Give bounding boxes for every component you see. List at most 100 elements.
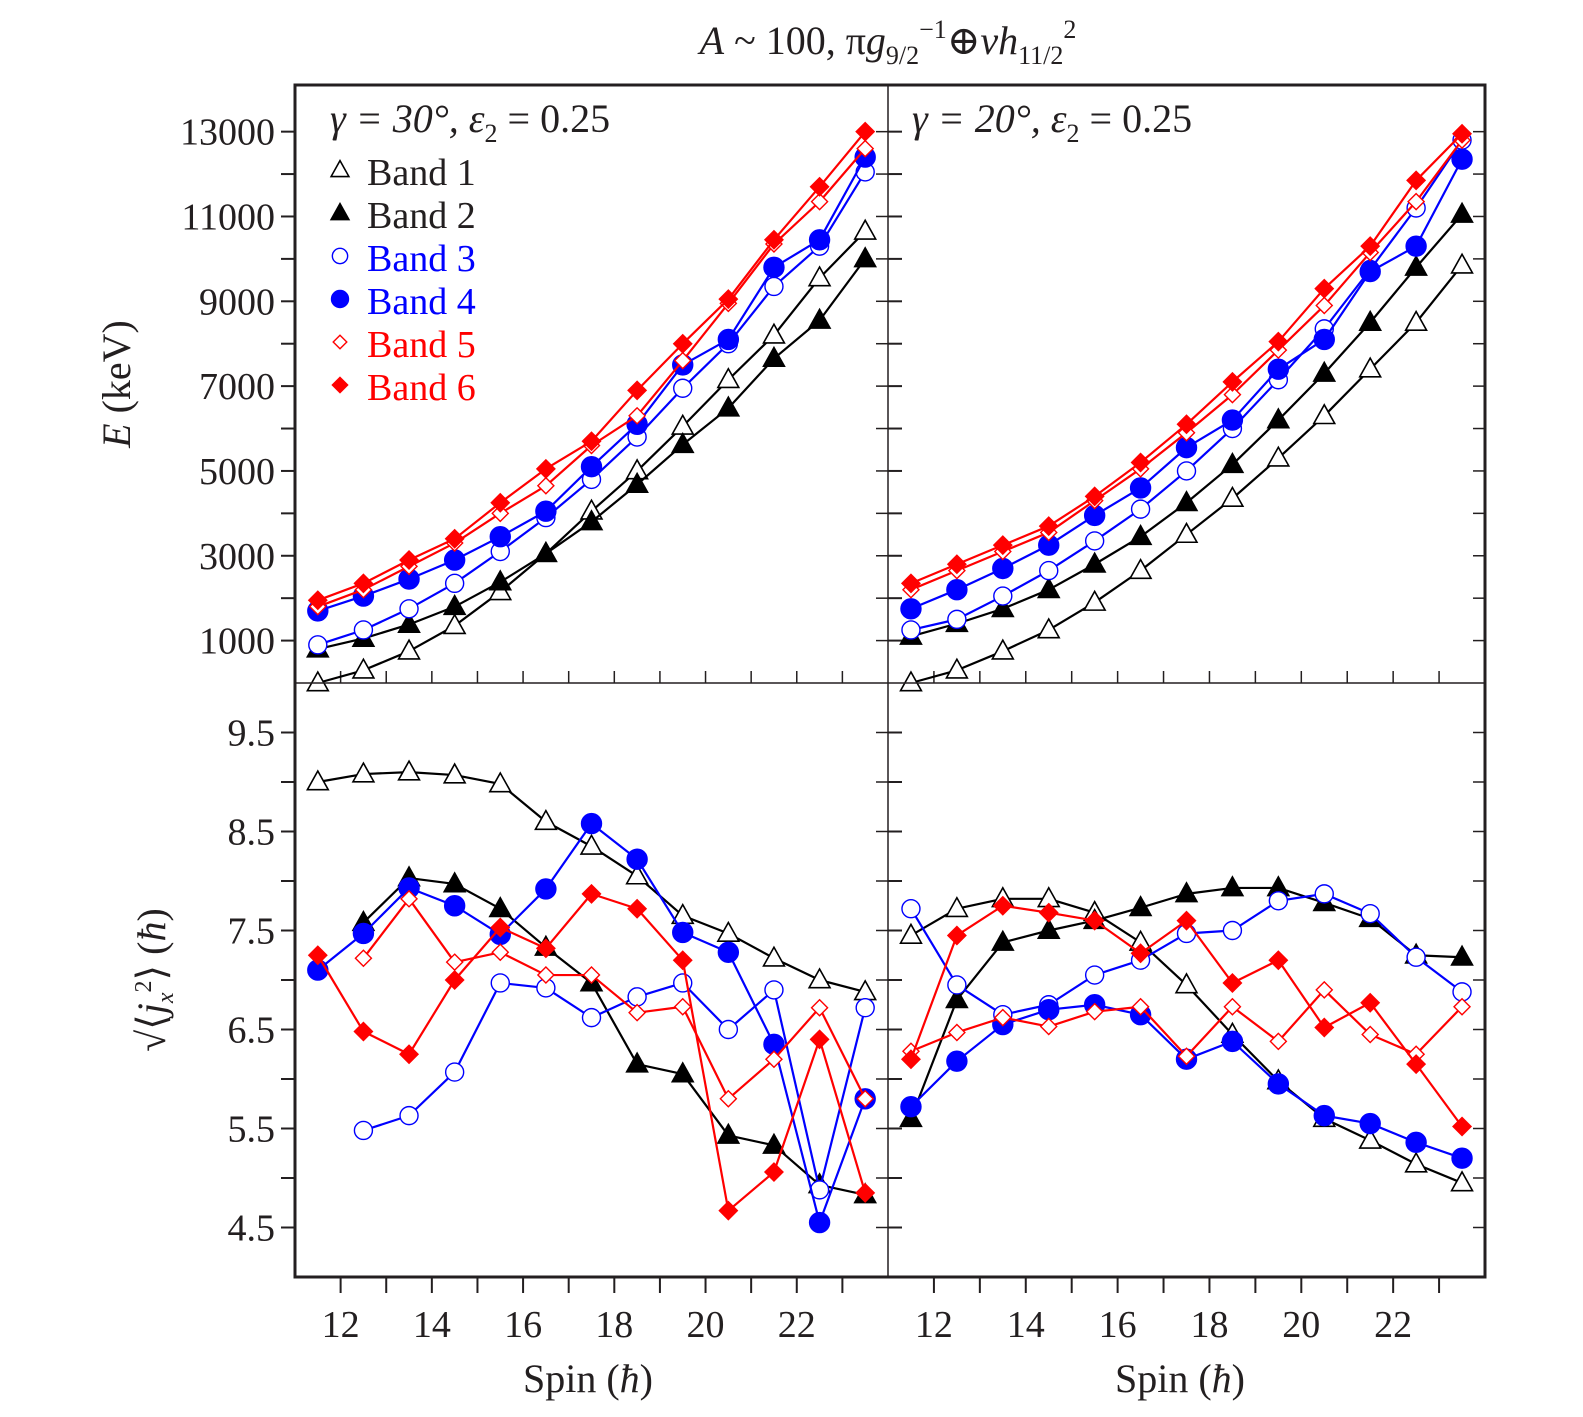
data-point [946, 925, 967, 946]
figure-title: A ~ 100, πg9/2−1⊕νh11/22 [697, 15, 1077, 70]
frame-outline [293, 83, 1487, 1279]
data-point [1082, 551, 1107, 573]
data-point [1038, 516, 1059, 537]
data-point [354, 949, 373, 968]
data-point [444, 528, 465, 549]
x-tick-label: 14 [413, 1304, 451, 1346]
data-point [807, 265, 832, 287]
data-point [1082, 589, 1107, 611]
data-point [444, 970, 465, 990]
data-point [670, 432, 695, 454]
data-point [490, 973, 510, 993]
data-point [855, 1182, 876, 1203]
data-point [351, 761, 376, 783]
series-band-6 [900, 895, 1473, 1137]
data-point [946, 578, 968, 601]
data-point [992, 535, 1013, 556]
legend-label: Band 2 [367, 195, 476, 237]
data-point [535, 500, 557, 522]
data-point [1222, 920, 1243, 941]
data-point [716, 395, 741, 417]
data-point [490, 917, 511, 938]
x-tick-label: 14 [1007, 1304, 1045, 1346]
data-point [1223, 997, 1242, 1016]
y-tick-label: 3000 [199, 536, 275, 578]
x-tick-label: 20 [1282, 1304, 1320, 1346]
data-point [672, 333, 693, 354]
y-tick-label: 11000 [181, 196, 275, 238]
data-point [1036, 577, 1061, 599]
panel-energy-gamma30: 1000 3000 5000 7000 9000 11000 13000 [180, 112, 888, 692]
data-point [1406, 170, 1427, 191]
data-point [1221, 409, 1244, 431]
data-point [762, 1132, 786, 1154]
data-point [718, 1200, 739, 1221]
legend-label: Band 4 [367, 281, 476, 323]
data-point [946, 1050, 968, 1072]
data-point [1128, 524, 1153, 546]
data-point [1359, 260, 1381, 283]
data-point [1269, 1032, 1288, 1051]
data-point [1268, 950, 1289, 971]
data-point [353, 1120, 374, 1141]
data-point [1405, 235, 1427, 257]
data-point [1220, 485, 1245, 508]
data-point [717, 941, 740, 963]
data-point [442, 871, 467, 893]
data-point [716, 920, 741, 942]
x-tick-label: 16 [1099, 1304, 1137, 1346]
data-point [763, 229, 784, 250]
data-point [305, 670, 330, 692]
data-point [353, 573, 374, 594]
data-point [1451, 1147, 1473, 1169]
data-point [627, 987, 647, 1007]
series-band-1 [305, 759, 878, 1001]
data-point [992, 557, 1014, 580]
data-point [1268, 891, 1289, 911]
data-point [491, 943, 510, 962]
data-point [351, 657, 376, 679]
data-point [352, 922, 375, 945]
data-point [764, 276, 784, 297]
data-point [582, 966, 601, 985]
panel-annotation-gamma20: γ = 20°, ε2 = 0.25 [912, 96, 1192, 148]
data-point [672, 950, 693, 971]
series-line [363, 981, 867, 1191]
data-point [1314, 884, 1334, 904]
data-point [762, 322, 786, 344]
legend-label: Band 1 [367, 152, 476, 194]
data-point [307, 590, 328, 611]
x-axis-title-left: Spin (ħ) [523, 1356, 653, 1401]
data-point [1174, 881, 1199, 903]
data-point [764, 980, 784, 1000]
data-point [946, 554, 967, 575]
data-point [990, 638, 1015, 660]
series-band-2 [351, 865, 878, 1204]
data-point [809, 176, 830, 197]
data-point [444, 573, 465, 594]
y-tick-label: 9.5 [228, 713, 276, 755]
data-point [1313, 328, 1335, 351]
x-tick-label: 12 [322, 1304, 360, 1346]
data-point [1036, 617, 1061, 639]
data-point [536, 476, 555, 495]
data-point [673, 997, 692, 1016]
data-point [856, 1089, 875, 1108]
x-tick-label: 18 [595, 1304, 633, 1346]
data-point [307, 945, 328, 966]
data-point [990, 596, 1015, 618]
data-point [672, 921, 694, 944]
data-point [1361, 1025, 1380, 1044]
data-point [397, 611, 421, 633]
data-point [673, 378, 693, 398]
data-point [856, 139, 875, 158]
data-point [718, 1019, 739, 1040]
data-point [901, 899, 921, 919]
data-point [1358, 1127, 1383, 1149]
data-point [808, 1211, 831, 1234]
y-tick-label: 9000 [199, 281, 275, 323]
data-point [399, 599, 419, 619]
data-point [853, 246, 878, 268]
series-band-3 [308, 162, 875, 655]
